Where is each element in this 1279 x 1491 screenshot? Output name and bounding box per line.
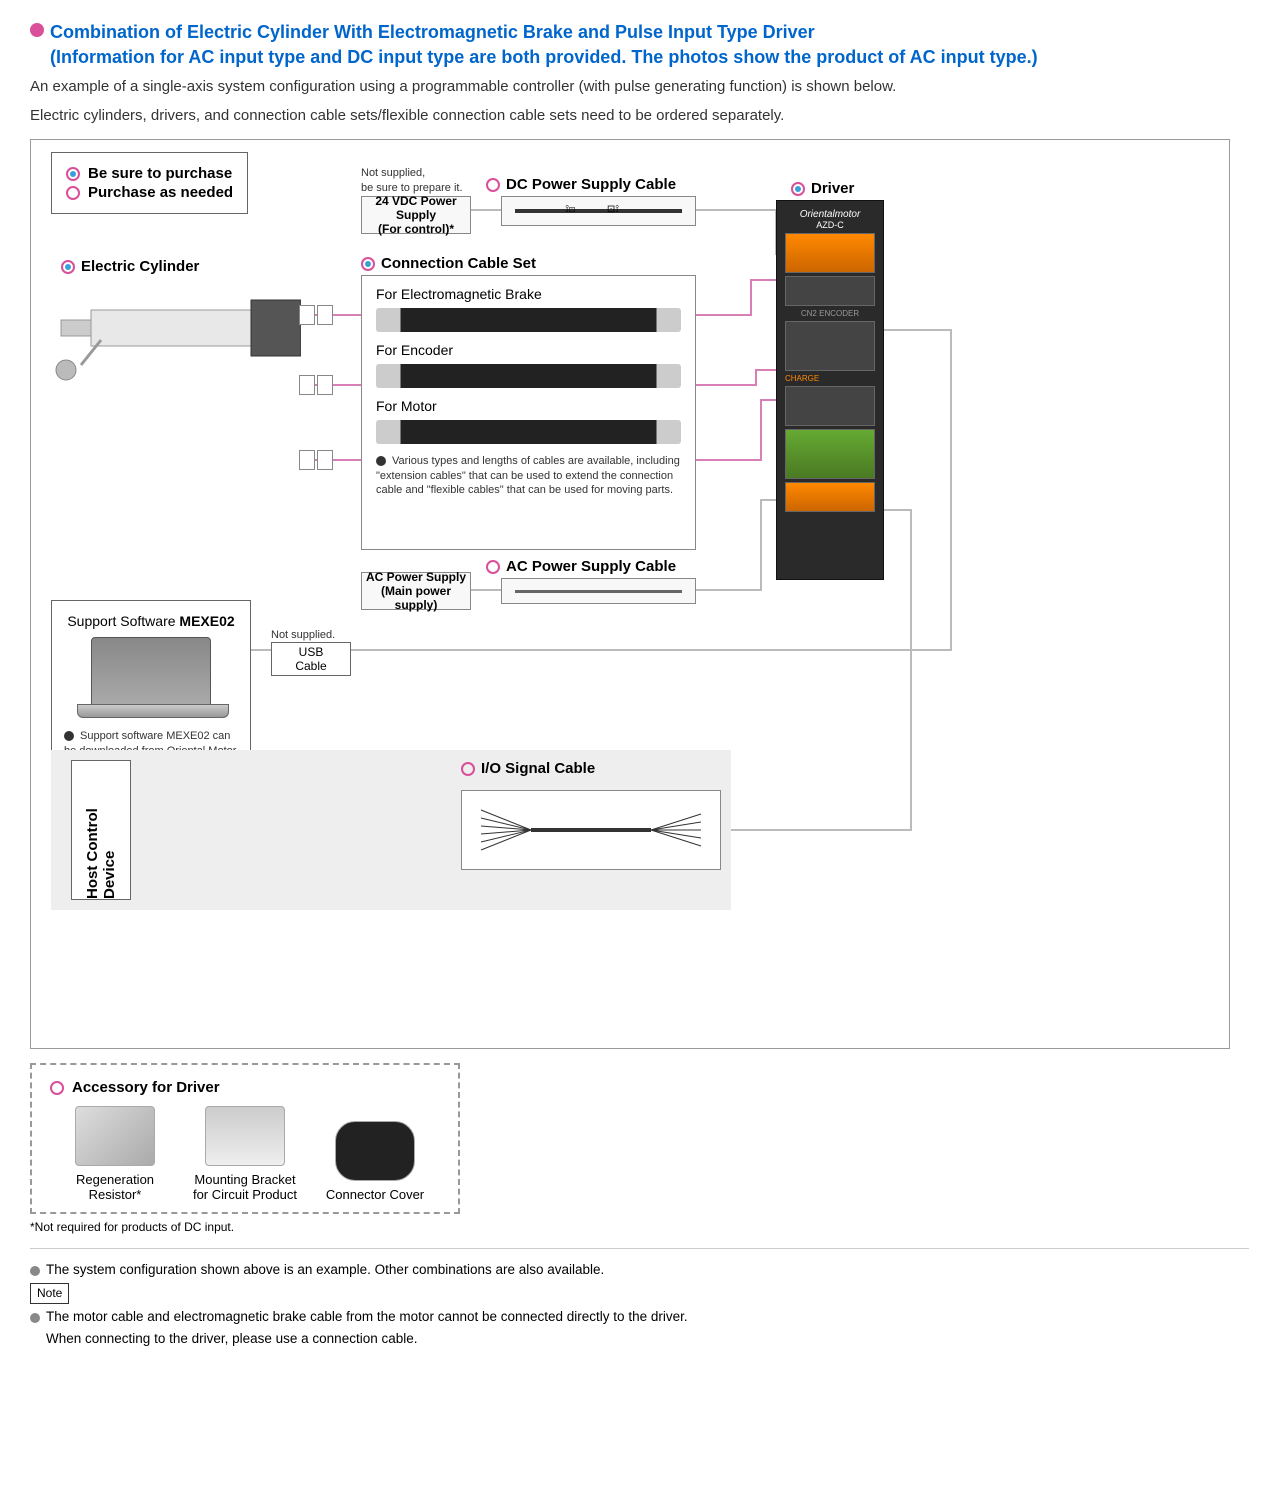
accessory-title-text: Accessory for Driver [72, 1079, 220, 1096]
cable-set-group: For Electromagnetic Brake For Encoder Fo… [361, 275, 696, 550]
header-bullet-icon [30, 23, 44, 37]
support-title-bold: MEXE02 [179, 613, 234, 629]
connector-icon [299, 305, 315, 325]
driver-terminal-icon [785, 482, 875, 512]
driver-terminal-icon [785, 386, 875, 426]
accessory-section: Accessory for Driver Regeneration Resist… [30, 1063, 460, 1214]
accessory-cover-label: Connector Cover [310, 1187, 440, 1202]
cable-brake-label: For Electromagnetic Brake [376, 286, 681, 302]
dc-cable-label-text: DC Power Supply Cable [506, 176, 676, 193]
cable-set-note-text: Various types and lengths of cables are … [376, 455, 680, 496]
intro-line-1: An example of a single-axis system confi… [30, 76, 1249, 99]
end-notes: The system configuration shown above is … [30, 1259, 1249, 1349]
connector-icon [299, 450, 315, 470]
bullet-icon [30, 1266, 40, 1276]
support-title: Support Software MEXE02 [64, 613, 238, 629]
driver-label-text: Driver [811, 180, 854, 197]
dc-cable-box: ⟟⊡ ⊡⟟ [501, 196, 696, 226]
usb-cable-box: USB Cable [271, 642, 351, 676]
cylinder-image [51, 280, 301, 390]
cable-encoder: For Encoder [376, 342, 681, 388]
support-title-prefix: Support Software [67, 613, 179, 629]
driver-model: AZD-C [785, 220, 875, 230]
connector-icon [317, 305, 333, 325]
connector-icon [299, 375, 315, 395]
usb-not-supplied: Not supplied. [271, 628, 335, 642]
accessory-bracket: Mounting Bracket for Circuit Product [180, 1106, 310, 1202]
connector-icon [317, 375, 333, 395]
accessory-cover: Connector Cover [310, 1121, 440, 1202]
cable-brake: For Electromagnetic Brake [376, 286, 681, 332]
accessory-footnote: *Not required for products of DC input. [30, 1220, 1249, 1234]
driver-label: Driver [791, 180, 854, 197]
host-control-box: Host Control Device [71, 760, 131, 900]
cable-encoder-visual [376, 364, 681, 388]
io-cable-label-text: I/O Signal Cable [481, 760, 595, 777]
divider-line [30, 1248, 1249, 1249]
cable-set-label: Connection Cable Set [361, 255, 536, 272]
io-region: I/O Signal Cable [51, 750, 731, 910]
regen-resistor-icon [75, 1106, 155, 1166]
bullet-icon [30, 1313, 40, 1323]
cable-motor-label: For Motor [376, 398, 681, 414]
io-cable-label: I/O Signal Cable [461, 760, 595, 777]
cylinder-label-text: Electric Cylinder [81, 258, 199, 275]
driver-terminal-icon [785, 321, 875, 371]
connector-cover-icon [335, 1121, 415, 1181]
intro-line-2: Electric cylinders, drivers, and connect… [30, 105, 1249, 128]
driver-terminal-icon [785, 233, 875, 273]
io-cable-box [461, 790, 721, 870]
cable-set-label-text: Connection Cable Set [381, 255, 536, 272]
mounting-bracket-icon [205, 1106, 285, 1166]
end-line-2: The motor cable and electromagnetic brak… [46, 1309, 688, 1324]
dc-supply-note: Not supplied, be sure to prepare it. [361, 166, 463, 195]
end-line-3: When connecting to the driver, please us… [46, 1331, 418, 1346]
accessory-bracket-label: Mounting Bracket for Circuit Product [180, 1172, 310, 1202]
legend-required: Be sure to purchase [66, 165, 233, 182]
driver-brand: Orientalmotor [785, 209, 875, 220]
note-badge: Note [30, 1283, 69, 1304]
cable-encoder-label: For Encoder [376, 342, 681, 358]
accessory-title: Accessory for Driver [50, 1079, 440, 1096]
host-label-text: Host Control Device [84, 761, 118, 899]
legend-required-label: Be sure to purchase [88, 165, 232, 182]
page-header: Combination of Electric Cylinder With El… [30, 20, 1249, 70]
accessory-regen-label: Regeneration Resistor* [50, 1172, 180, 1202]
driver-terminal-icon [785, 429, 875, 479]
driver-image: Orientalmotor AZD-C CN2 ENCODER CHARGE [776, 200, 884, 580]
cable-set-note: Various types and lengths of cables are … [376, 454, 681, 497]
legend-optional-label: Purchase as needed [88, 184, 233, 201]
ac-cable-box [501, 578, 696, 604]
cable-motor-visual [376, 420, 681, 444]
driver-terminal-icon [785, 276, 875, 306]
cable-motor: For Motor [376, 398, 681, 444]
end-line-1: The system configuration shown above is … [46, 1262, 604, 1277]
dc-supply-box: 24 VDC Power Supply (For control)* [361, 196, 471, 234]
accessory-regen: Regeneration Resistor* [50, 1106, 180, 1202]
system-diagram: Be sure to purchase Purchase as needed E… [30, 139, 1230, 1049]
cylinder-label: Electric Cylinder [61, 258, 199, 275]
ac-cable-label: AC Power Supply Cable [486, 558, 676, 575]
dc-cable-label: DC Power Supply Cable [486, 176, 676, 193]
connector-icon [317, 450, 333, 470]
laptop-icon [91, 637, 211, 707]
ac-cable-label-text: AC Power Supply Cable [506, 558, 676, 575]
cable-brake-visual [376, 308, 681, 332]
ac-supply-box: AC Power Supply (Main power supply) [361, 572, 471, 610]
legend-box: Be sure to purchase Purchase as needed [51, 152, 248, 214]
title-line-2: (Information for AC input type and DC in… [50, 45, 1038, 70]
title-line-1: Combination of Electric Cylinder With El… [50, 20, 1038, 45]
legend-optional: Purchase as needed [66, 184, 233, 201]
